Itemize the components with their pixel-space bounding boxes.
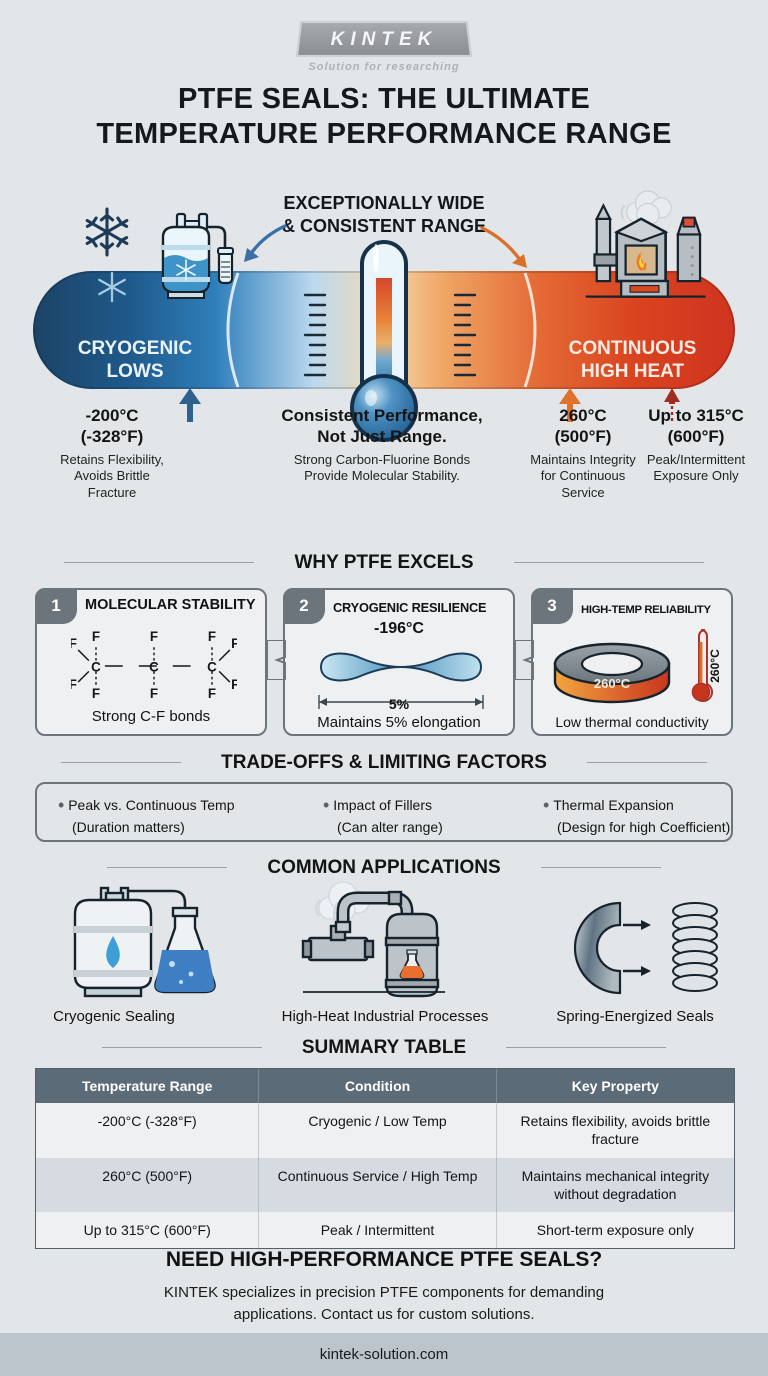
svg-text:F: F [231,677,237,692]
svg-text:F: F [71,636,77,651]
svg-text:260°C: 260°C [708,649,722,683]
svg-text:260°C: 260°C [594,676,631,691]
svg-text:F: F [208,686,216,701]
svg-text:C: C [207,659,217,674]
svg-text:C: C [149,659,159,674]
svg-text:F: F [71,677,77,692]
svg-text:C: C [91,659,101,674]
svg-text:F: F [92,686,100,701]
svg-text:F: F [150,686,158,701]
svg-text:F: F [150,629,158,644]
svg-text:F: F [231,636,237,651]
svg-text:F: F [92,629,100,644]
svg-text:KINTEK: KINTEK [331,29,438,50]
svg-text:F: F [208,629,216,644]
